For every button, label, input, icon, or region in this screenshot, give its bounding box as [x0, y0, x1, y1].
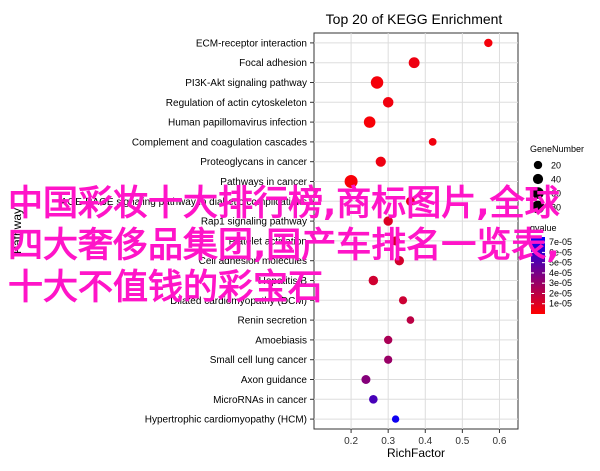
- pathway-label: Hepatitis B: [259, 276, 308, 287]
- x-tick-label: 0.2: [344, 436, 358, 447]
- x-tick-labels: 0.2 0.3 0.4 0.5 0.6: [344, 436, 507, 447]
- pathway-label: ECM-receptor interaction: [196, 38, 307, 49]
- gene-number-legend-title: GeneNumber: [530, 144, 584, 154]
- data-point: [394, 256, 404, 266]
- colorbar-label: 4e-05: [549, 268, 572, 278]
- gene-number-legend: GeneNumber 20 40 60 80: [530, 144, 584, 214]
- data-point: [382, 97, 394, 108]
- plot-panel: [313, 32, 519, 430]
- data-point: [384, 355, 393, 364]
- pathway-label: Proteoglycans in cancer: [200, 157, 307, 168]
- pathway-label: Complement and coagulation cascades: [132, 137, 307, 148]
- size-legend-dot: [533, 160, 543, 170]
- data-point: [383, 335, 393, 345]
- watermark-overlay-text: 中国彩妆十大排行榜,商标图片,全球四大奢侈品集团,国产车排名一览表,十大不值钱的…: [8, 184, 560, 308]
- data-point: [344, 175, 358, 188]
- size-legend-dot: [532, 173, 544, 185]
- size-legend-dot: [531, 200, 545, 214]
- size-legend-label: 20: [551, 161, 561, 171]
- y-axis-label: Pathway: [10, 208, 24, 254]
- data-point: [368, 275, 379, 286]
- pathway-label: Focal adhesion: [239, 58, 307, 69]
- pathway-label: Amoebiasis: [255, 335, 307, 346]
- pathway-label: Hypertrophic cardiomyopathy (HCM): [145, 415, 307, 426]
- data-point: [369, 395, 378, 404]
- pathway-label: Platelet activation: [229, 236, 307, 247]
- size-legend-label: 40: [551, 175, 561, 185]
- x-tick-label: 0.3: [381, 436, 395, 447]
- qvalue-legend-title: qvalue: [530, 223, 557, 233]
- chart-title: Top 20 of KEGG Enrichment: [326, 11, 503, 27]
- pathway-label: MicroRNAs in cancer: [213, 395, 308, 406]
- size-legend-label: 80: [551, 203, 561, 213]
- data-point: [391, 236, 401, 246]
- grid-lines: [310, 33, 518, 433]
- x-axis-label: RichFactor: [387, 446, 445, 460]
- colorbar-label: 1e-05: [549, 299, 572, 309]
- data-point: [398, 296, 408, 305]
- data-point: [370, 76, 384, 89]
- pathway-label: Cell adhesion molecules: [199, 256, 307, 267]
- pathway-label: AGE-RAGE signaling pathway in diabetic c…: [61, 197, 307, 208]
- colorbar-label: 5e-05: [549, 258, 572, 268]
- pathway-label: Dilated cardiomyopathy (DCM): [170, 296, 307, 307]
- pathway-label: Pathways in cancer: [220, 177, 307, 188]
- colorbar-label: 2e-05: [549, 288, 572, 298]
- data-point: [408, 57, 420, 69]
- colorbar-label: 3e-05: [549, 278, 572, 288]
- data-point: [383, 216, 393, 226]
- qvalue-legend: qvalue 1e-052e-053e-054e-055e-056e-057e-…: [530, 223, 572, 314]
- data-point: [361, 375, 371, 384]
- data-point: [375, 156, 386, 167]
- data-point: [484, 38, 493, 48]
- data-point: [363, 116, 376, 128]
- x-tick-label: 0.6: [493, 436, 507, 447]
- qvalue-colorbar: [531, 237, 545, 314]
- pathway-label: Small cell lung cancer: [210, 355, 308, 366]
- pathway-label: PI3K-Akt signaling pathway: [185, 78, 307, 89]
- pathway-labels: ECM-receptor interaction Focal adhesion PI…: [61, 38, 308, 425]
- pathway-label: Regulation of actin cytoskeleton: [166, 98, 307, 109]
- colorbar-label: 6e-05: [549, 247, 572, 257]
- x-tick-label: 0.5: [455, 436, 469, 447]
- data-point: [391, 415, 400, 423]
- data-point: [405, 196, 415, 206]
- size-legend-label: 60: [551, 189, 561, 199]
- pathway-label: Rap1 signaling pathway: [201, 217, 307, 228]
- data-points: [344, 38, 493, 423]
- colorbar-label: 7e-05: [549, 237, 572, 247]
- size-legend-dot: [532, 187, 544, 199]
- pathway-label: Renin secretion: [238, 316, 307, 327]
- pathway-label: Human papillomavirus infection: [168, 118, 307, 129]
- x-tick-label: 0.4: [418, 436, 432, 447]
- data-point: [406, 316, 415, 324]
- data-point: [428, 138, 437, 146]
- pathway-label: Axon guidance: [241, 375, 308, 386]
